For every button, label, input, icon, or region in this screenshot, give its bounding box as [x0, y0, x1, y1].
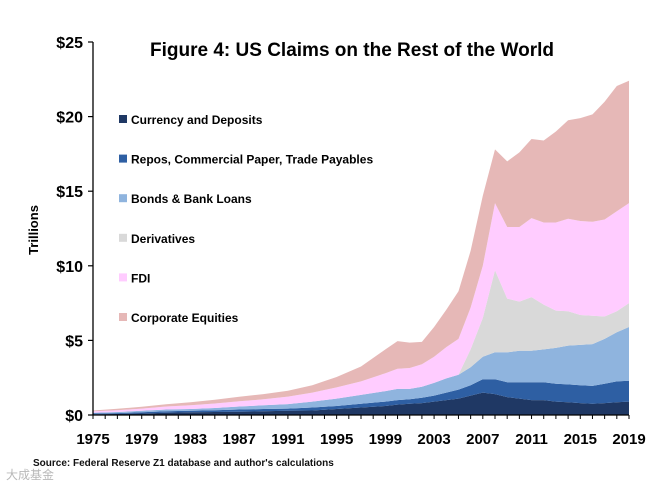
legend-swatch [119, 273, 127, 282]
area-fdi [93, 203, 629, 413]
area-currency-and-deposits [93, 392, 629, 415]
source-note: Source: Federal Reserve Z1 database and … [33, 458, 334, 469]
y-tick-label: $10 [56, 259, 83, 276]
legend-label: FDI [131, 271, 150, 285]
area-bonds-bank-loans [93, 327, 629, 414]
y-axis-label: Trillions [26, 205, 41, 255]
legend-swatch [119, 313, 127, 321]
x-tick-label: 1979 [125, 431, 158, 448]
area-repos-commercial-paper-trade-payables [93, 379, 629, 415]
x-tick-label: 1975 [76, 431, 109, 448]
x-tick-label: 2019 [612, 431, 645, 448]
legend-swatch [119, 154, 127, 163]
y-tick-label: $15 [56, 184, 83, 201]
x-tick-label: 1999 [369, 431, 402, 448]
x-tick-label: 2011 [515, 431, 548, 448]
legend: Currency and Deposits Repos, Commercial P… [119, 113, 373, 325]
legend-label: Bonds & Bank Loans [131, 192, 252, 206]
chart-title: Figure 4: US Claims on the Rest of the W… [150, 40, 554, 61]
stacked-areas [93, 80, 629, 415]
x-tick-label: 2015 [564, 431, 597, 448]
legend-label: Derivatives [131, 232, 195, 246]
legend-swatch [119, 194, 127, 203]
legend-label: Currency and Deposits [131, 113, 263, 127]
y-tick-label: $20 [56, 110, 83, 127]
legend-label: Repos, Commercial Paper, Trade Payables [131, 153, 373, 167]
x-tick-label: 1995 [320, 431, 353, 448]
legend-label: Corporate Equities [131, 311, 239, 325]
x-tick-label: 1983 [174, 431, 207, 448]
y-tick-label: $0 [65, 408, 83, 425]
watermark: 大成基金 [6, 468, 55, 482]
legend-swatch [119, 233, 127, 242]
axes: $0 $5 $10 $15 $20 $25 1975 1979 1983 1987 1991 1995… [56, 35, 645, 448]
y-tick-label: $25 [56, 35, 83, 52]
x-tick-label: 2003 [417, 431, 450, 448]
area-corporate-equities [93, 80, 629, 412]
legend-swatch [119, 115, 127, 123]
y-tick-label: $5 [65, 333, 83, 350]
x-tick-label: 1987 [222, 431, 255, 448]
area-derivatives [93, 270, 629, 413]
x-tick-label: 1991 [271, 431, 304, 448]
x-tick-label: 2007 [466, 431, 499, 448]
